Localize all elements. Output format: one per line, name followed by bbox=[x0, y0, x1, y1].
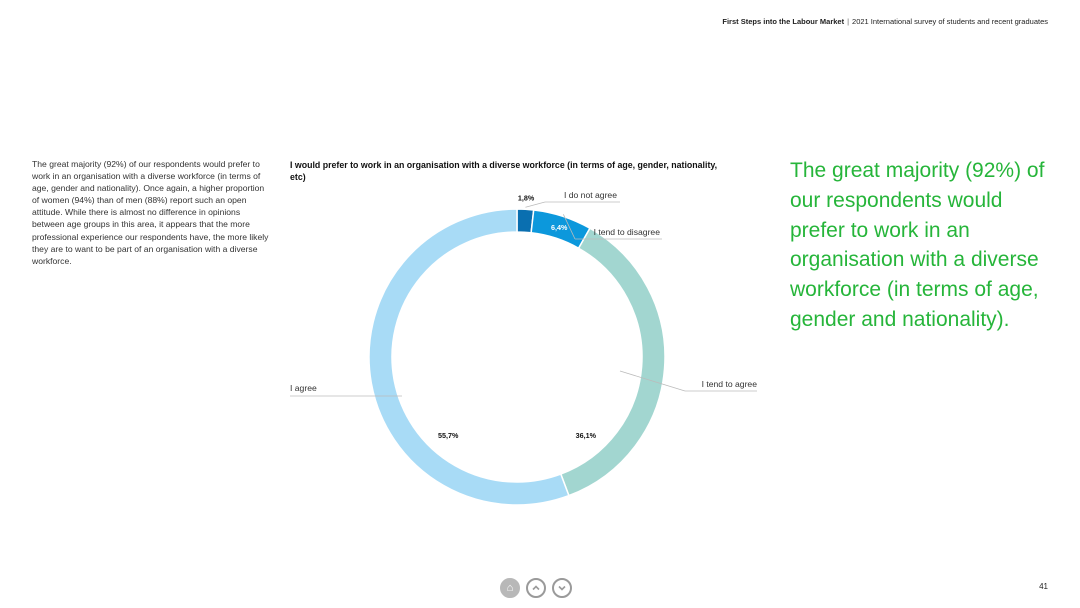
label-do-not-agree: I do not agree bbox=[564, 190, 617, 200]
report-title: First Steps into the Labour Market bbox=[722, 17, 845, 26]
navigation: ⌂ bbox=[500, 578, 572, 598]
value-tend-to-disagree: 6,4% bbox=[551, 223, 568, 232]
chart-title: I would prefer to work in an organisatio… bbox=[290, 160, 718, 182]
value-tend-to-agree: 36,1% bbox=[576, 431, 597, 440]
label-tend-to-agree: I tend to agree bbox=[702, 379, 758, 389]
slice-tend-to-agree bbox=[559, 227, 666, 497]
leader-line bbox=[619, 370, 686, 392]
home-icon[interactable]: ⌂ bbox=[500, 578, 520, 598]
report-subtitle: 2021 International survey of students an… bbox=[852, 17, 1048, 26]
leader-line bbox=[562, 214, 576, 240]
header-separator: | bbox=[847, 17, 850, 26]
leader-line bbox=[525, 201, 546, 208]
label-agree: I agree bbox=[290, 383, 317, 393]
value-do-not-agree: 1,8% bbox=[518, 193, 535, 202]
pull-quote: The great majority (92%) of our responde… bbox=[790, 159, 1045, 331]
slice-agree bbox=[368, 208, 570, 506]
header: First Steps into the Labour Market | 2021 … bbox=[722, 17, 1048, 26]
value-agree: 55,7% bbox=[438, 431, 459, 440]
body-text: The great majority (92%) of our responde… bbox=[32, 159, 269, 266]
chevron-up-icon[interactable] bbox=[526, 578, 546, 598]
label-tend-to-disagree: I tend to disagree bbox=[594, 227, 661, 237]
page-number: 41 bbox=[1039, 582, 1048, 591]
chevron-down-icon[interactable] bbox=[552, 578, 572, 598]
